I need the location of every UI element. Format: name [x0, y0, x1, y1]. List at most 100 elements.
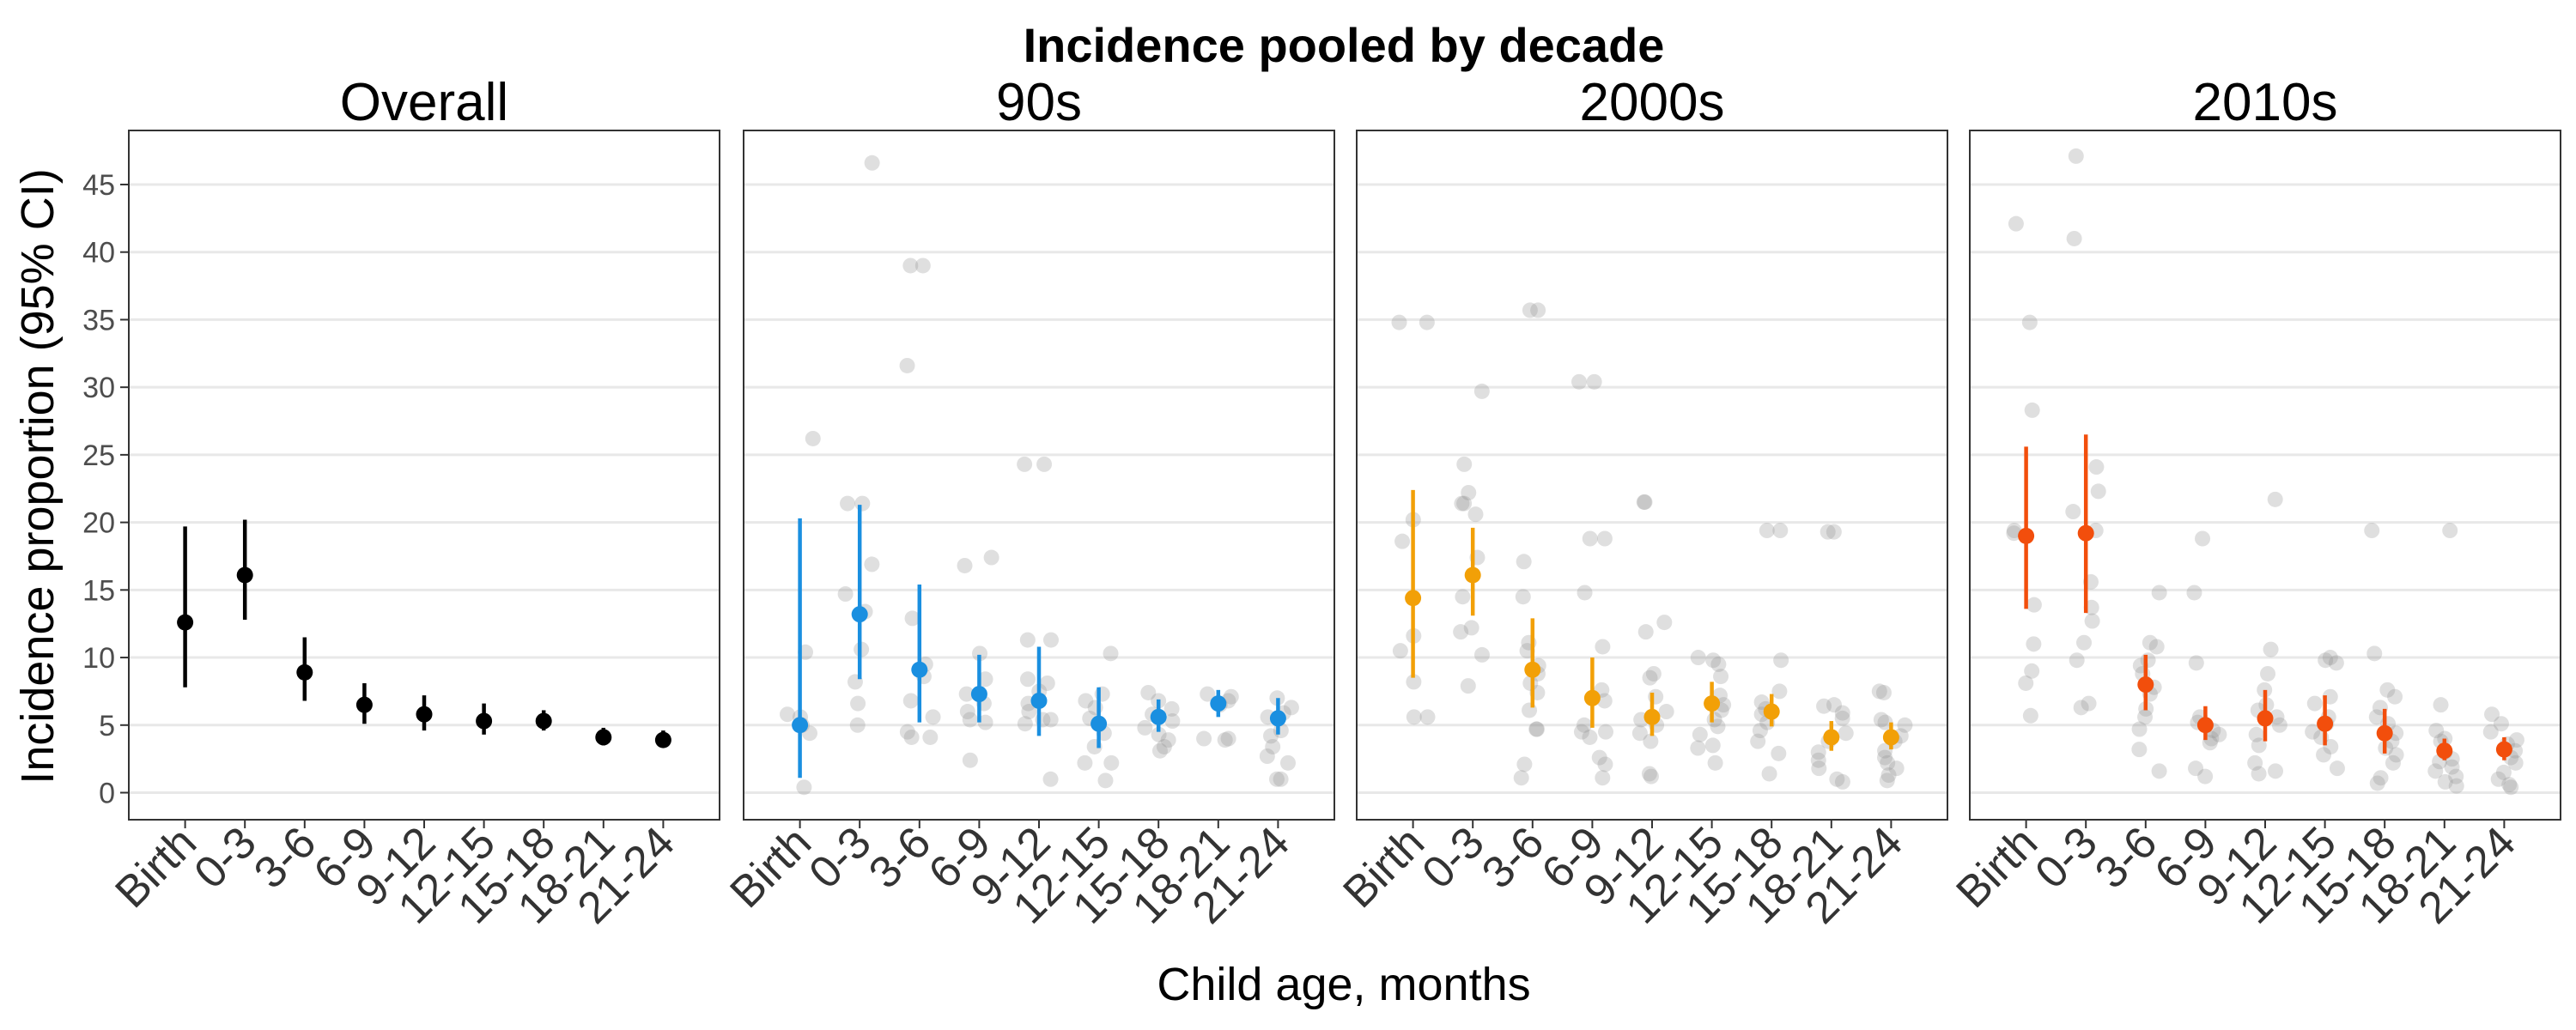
- study-point: [2379, 682, 2396, 698]
- study-point: [1223, 688, 1239, 705]
- study-point: [2248, 726, 2264, 742]
- y-tick-label: 0: [99, 778, 115, 810]
- study-point: [1586, 373, 1602, 390]
- study-point: [1752, 723, 1768, 739]
- pooled-estimate-point: [1091, 715, 1108, 732]
- pooled-estimate-point: [476, 712, 493, 730]
- pooled-estimate-point: [2495, 741, 2512, 758]
- study-point: [2024, 402, 2040, 418]
- study-point: [2151, 763, 2167, 779]
- study-point: [2068, 148, 2084, 164]
- chart-title: Incidence pooled by decade: [1024, 18, 1665, 72]
- study-point: [2385, 754, 2401, 771]
- study-point: [1771, 745, 1787, 761]
- study-point: [780, 706, 796, 723]
- study-point: [914, 258, 931, 274]
- study-point: [2137, 709, 2154, 725]
- study-point: [2316, 747, 2332, 763]
- study-point: [1406, 674, 1422, 690]
- pooled-estimate-point: [2018, 527, 2035, 544]
- study-point: [1268, 771, 1285, 787]
- facet-title: 2000s: [1580, 73, 1725, 132]
- pooled-estimate-point: [851, 606, 868, 623]
- study-point: [1019, 632, 1036, 648]
- study-point: [1042, 632, 1059, 648]
- study-point: [1820, 524, 1836, 540]
- y-tick-label: 15: [82, 574, 115, 607]
- study-point: [2211, 726, 2227, 742]
- study-point: [903, 729, 920, 745]
- study-point: [2366, 645, 2383, 662]
- study-point: [1829, 771, 1845, 787]
- pooled-estimate-point: [1269, 710, 1286, 727]
- study-point: [1163, 700, 1180, 717]
- study-point: [2084, 613, 2100, 629]
- study-point: [925, 709, 941, 725]
- study-point: [1391, 314, 1407, 330]
- study-point: [2021, 314, 2038, 330]
- study-point: [1591, 749, 1607, 766]
- study-point: [1710, 656, 1727, 672]
- study-point: [2267, 491, 2283, 507]
- pooled-estimate-point: [236, 566, 253, 584]
- study-point: [904, 610, 920, 627]
- study-point: [2131, 721, 2148, 737]
- pooled-estimate-point: [1643, 708, 1661, 725]
- study-point: [1259, 748, 1275, 764]
- study-point: [837, 586, 854, 603]
- y-tick-label: 10: [82, 642, 115, 675]
- study-point: [1200, 686, 1216, 702]
- study-point: [1713, 669, 1729, 685]
- pooled-estimate-point: [2436, 742, 2453, 760]
- study-point: [2188, 760, 2204, 777]
- study-point: [1759, 523, 1775, 539]
- study-point: [2026, 597, 2042, 613]
- study-point: [1019, 671, 1036, 688]
- study-point: [1690, 650, 1706, 666]
- y-tick-label: 25: [82, 439, 115, 472]
- pooled-estimate-point: [970, 686, 987, 703]
- study-point: [1595, 639, 1611, 655]
- study-point: [1643, 733, 1659, 749]
- panel-border: [1969, 130, 2561, 821]
- study-point: [1573, 724, 1589, 740]
- study-point: [1265, 738, 1281, 754]
- study-point: [2006, 525, 2022, 542]
- pooled-estimate-point: [1150, 708, 1167, 725]
- study-point: [2088, 459, 2105, 476]
- study-point: [2131, 742, 2148, 758]
- study-point: [1196, 730, 1212, 747]
- pooled-estimate-point: [1583, 689, 1601, 706]
- study-point: [1077, 754, 1093, 771]
- study-point: [902, 693, 919, 709]
- study-point: [977, 714, 993, 730]
- study-point: [2437, 773, 2453, 790]
- facet-title: Overall: [340, 73, 508, 132]
- study-point: [1838, 725, 1854, 742]
- study-point: [1042, 712, 1059, 728]
- study-point: [1631, 725, 1648, 742]
- study-point: [1645, 665, 1662, 682]
- study-point: [1636, 494, 1652, 510]
- study-point: [1017, 456, 1033, 472]
- study-point: [1690, 740, 1706, 756]
- pooled-estimate-point: [2077, 524, 2094, 542]
- pooled-estimate-point: [416, 706, 433, 723]
- study-point: [1571, 373, 1588, 390]
- study-point: [1419, 709, 1436, 725]
- study-point: [1705, 652, 1722, 669]
- pooled-estimate-point: [595, 729, 612, 746]
- study-point: [2022, 707, 2038, 724]
- study-point: [1750, 733, 1766, 749]
- pooled-estimate-point: [792, 717, 809, 734]
- study-point: [1826, 697, 1843, 713]
- study-point: [2501, 777, 2518, 793]
- study-point: [2197, 768, 2214, 785]
- study-point: [957, 557, 973, 573]
- study-point: [2073, 700, 2089, 716]
- study-point: [2271, 717, 2287, 733]
- study-point: [902, 258, 919, 274]
- study-point: [1528, 721, 1545, 737]
- study-point: [2188, 655, 2204, 671]
